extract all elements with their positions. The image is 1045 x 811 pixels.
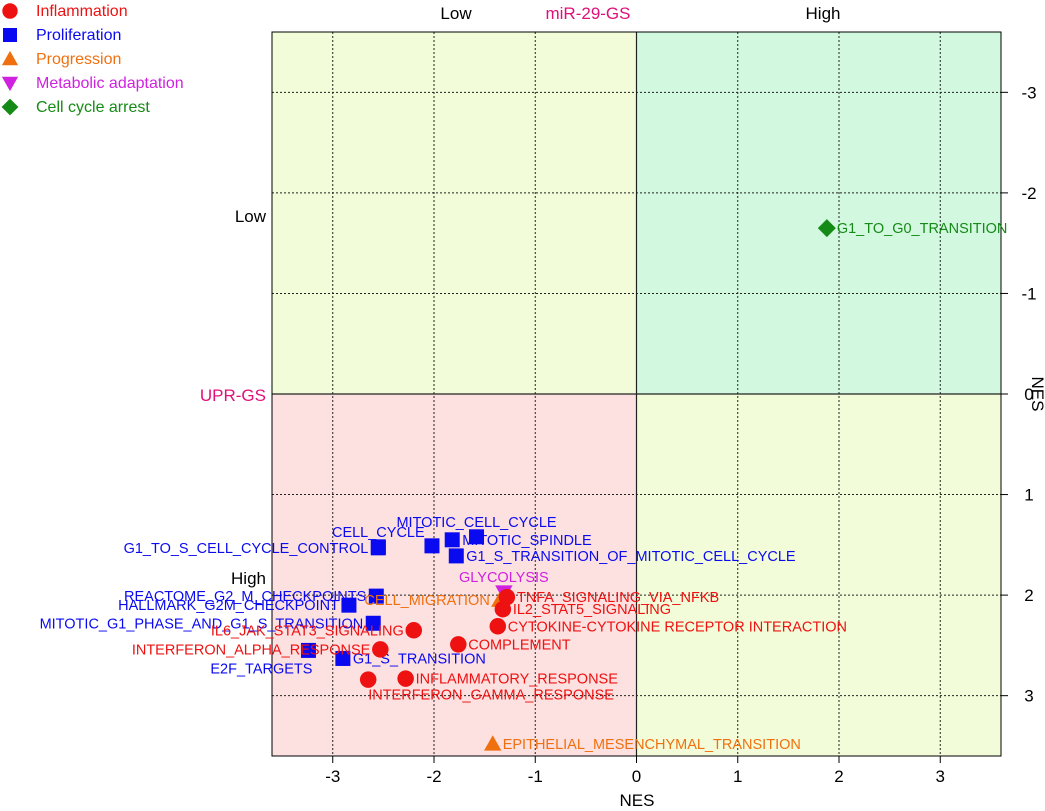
data-point-label: MITOTIC_SPINDLE (462, 533, 592, 549)
y-tick-label: 1 (1024, 486, 1033, 505)
y-tick-label: 3 (1024, 687, 1033, 706)
data-point-label: HALLMARK_G2M_CHECKPOINT (118, 598, 339, 614)
y-tick-label: -1 (1021, 284, 1036, 303)
data-point (444, 532, 460, 548)
data-point-label: CYTOKINE-CYTOKINE RECEPTOR INTERACTION (508, 619, 847, 635)
legend-marker (1, 76, 19, 92)
data-point (370, 540, 386, 556)
data-point-label: CELL_MIGRATION (364, 593, 489, 609)
legend: Inflammation Proliferation Progression Meta… (1, 3, 184, 116)
data-point (469, 529, 485, 545)
data-point-label: G1_TO_S_CELL_CYCLE_CONTROL (124, 541, 369, 557)
data-point (341, 597, 357, 613)
data-point-label: G1_S_TRANSITION_OF_MITOTIC_CELL_CYCLE (466, 549, 796, 565)
top-label-high: High (806, 4, 841, 23)
data-point-label: MITOTIC_CELL_CYCLE (396, 515, 556, 531)
quadrant-low-low (272, 32, 637, 394)
data-point-label: COMPLEMENT (468, 637, 570, 653)
data-point (817, 219, 836, 238)
data-point (335, 650, 351, 666)
data-point (397, 670, 414, 687)
data-point (424, 538, 440, 554)
grid-lines (272, 32, 1001, 756)
x-tick-label: 2 (834, 767, 843, 786)
axis-ticks: -3 -2 -1 0 1 2 3 -3 -2 -1 0 1 2 3 (325, 83, 1036, 786)
chart-title: miR-29-GS (545, 4, 630, 23)
data-point (365, 615, 381, 631)
data-points: G1_TO_G0_TRANSITION CELL_CYCLEMITOTIC_CEL… (40, 219, 1008, 753)
x-tick-label: -3 (325, 767, 340, 786)
data-point-label: INFLAMMATORY_RESPONSE (416, 672, 619, 688)
legend-marker (1, 98, 19, 116)
data-point-label: INTERFERON_GAMMA_RESPONSE (368, 688, 614, 704)
legend-marker (3, 28, 17, 42)
data-point-label: TNFA_SIGNALING_VIA_NFKB (517, 590, 719, 606)
data-point (368, 588, 384, 604)
y-tick-label: 0 (1024, 385, 1033, 404)
data-point-label: EPITHELIAL_MESENCHYMAL_TRANSITION (503, 737, 801, 753)
legend-marker (1, 50, 19, 66)
legend-label: Progression (36, 51, 121, 68)
data-point-label: GLYCOLYSIS (459, 570, 549, 586)
top-label-low: Low (440, 4, 472, 23)
data-point-label: G1_TO_G0_TRANSITION (837, 221, 1008, 237)
data-point (372, 641, 389, 658)
y-tick-label: 2 (1024, 586, 1033, 605)
data-point (359, 671, 377, 688)
data-point-label: MITOTIC_G1_PHASE_AND_G1_S_TRANSITION (40, 616, 364, 632)
data-point-label: CELL_CYCLE (332, 525, 425, 541)
legend-marker (2, 3, 18, 19)
x-tick-label: -2 (426, 767, 441, 786)
data-point-label: REACTOME_G2_M_CHECKPOINTS (124, 589, 366, 605)
legend-label: Inflammation (36, 3, 128, 20)
x-tick-label: -1 (528, 767, 543, 786)
y-tick-label: -3 (1021, 83, 1036, 102)
data-point (489, 618, 507, 635)
y-tick-label: -2 (1021, 184, 1036, 203)
quadrant-high-high (636, 394, 1001, 756)
data-point (405, 622, 422, 639)
data-point-label: E2F_TARGETS (210, 661, 312, 677)
data-point (448, 548, 464, 564)
side-label-low: Low (235, 207, 267, 226)
x-tick-label: 3 (936, 767, 945, 786)
data-point-label: G1_S_TRANSITION (353, 651, 486, 667)
x-tick-label: 0 (632, 767, 641, 786)
data-point (484, 735, 502, 751)
legend-label: Metabolic adaptation (36, 75, 184, 92)
x-tick-label: 1 (733, 767, 742, 786)
data-point (450, 636, 467, 653)
side-label-high: High (231, 569, 266, 588)
data-point-label: IL6_JAK_STAT3_SIGNALING (211, 623, 404, 639)
data-point (494, 600, 512, 618)
y-axis-label: NES (1028, 377, 1045, 412)
side-title: UPR-GS (200, 386, 266, 405)
data-point-label: INTERFERON_ALPHA_RESPONSE (132, 642, 371, 658)
data-point-label: IL2_STAT5_SIGNALING (513, 602, 671, 618)
x-axis-label: NES (620, 791, 655, 810)
quadrant-high-low (636, 32, 1001, 394)
legend-label: Cell cycle arrest (36, 99, 150, 116)
legend-label: Proliferation (36, 27, 121, 44)
data-point (300, 642, 316, 658)
